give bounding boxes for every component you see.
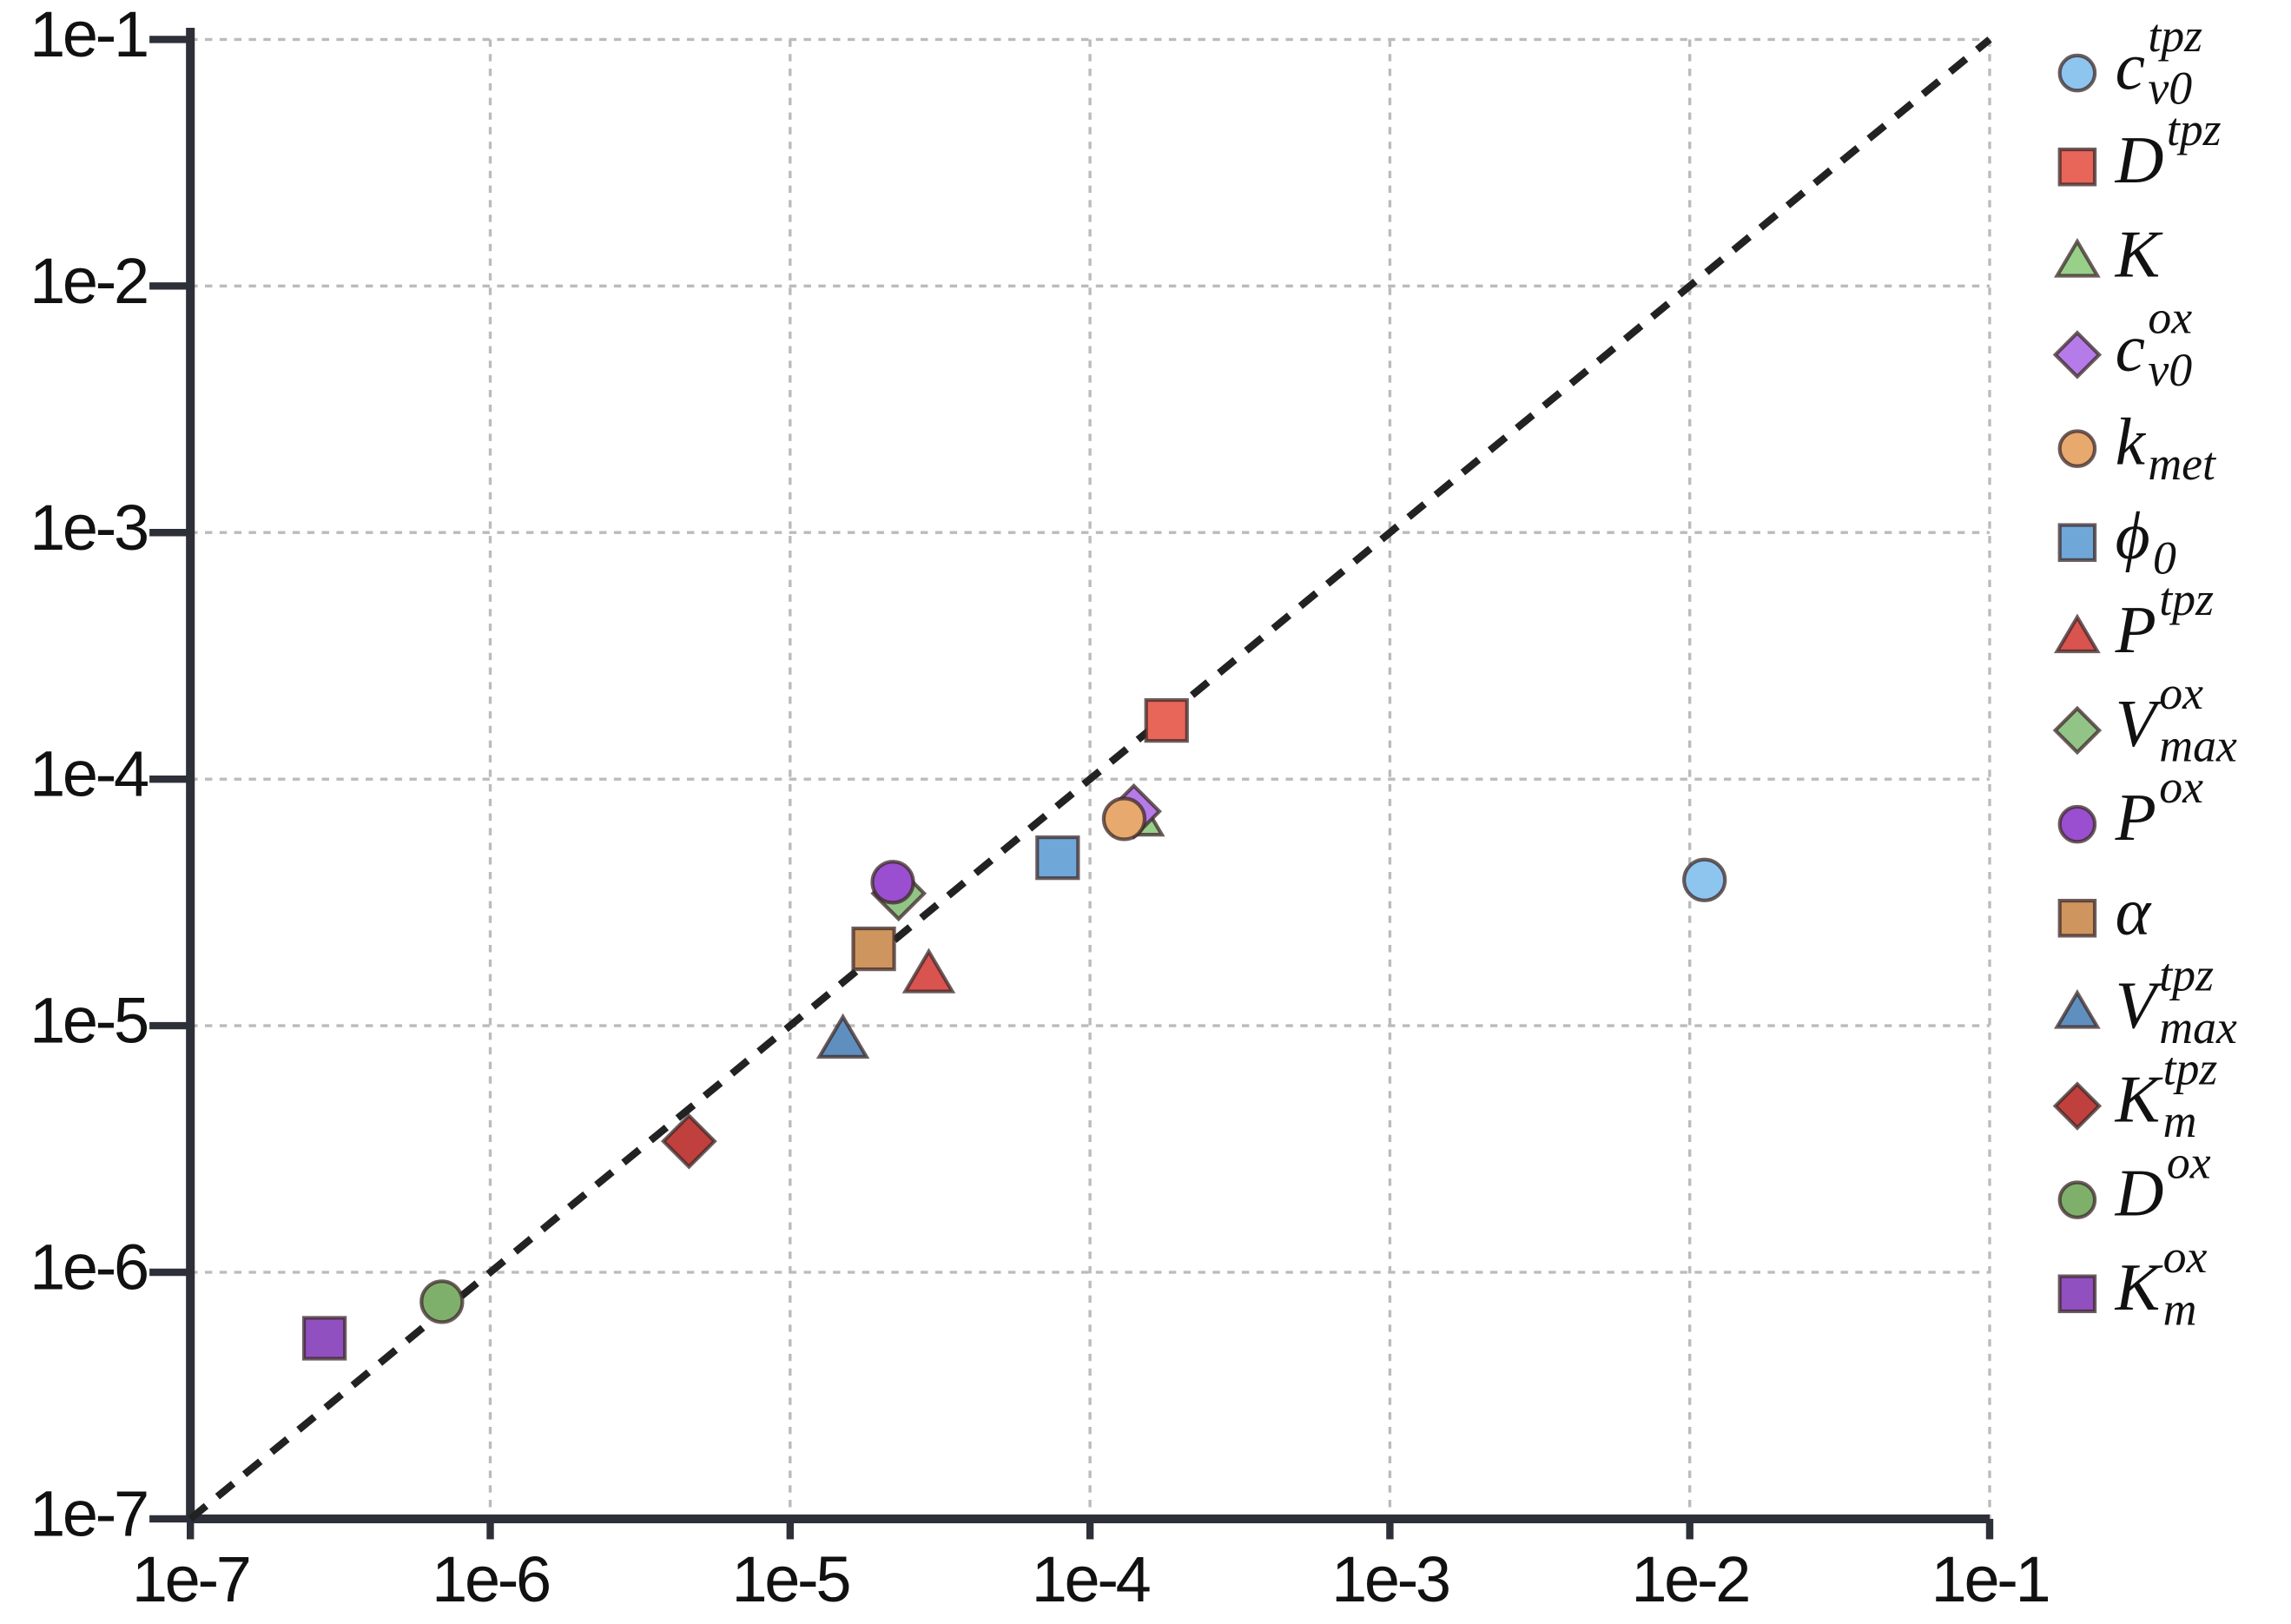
- point: [660, 1112, 717, 1170]
- legend-label: c tpz v0: [2116, 10, 2203, 115]
- y-tick-label: 1e-7: [30, 1477, 147, 1549]
- legend-sub: v0: [2148, 63, 2192, 115]
- legend-marker: [2057, 898, 2097, 938]
- legend-sub: 0: [2153, 532, 2176, 584]
- legend-sup: ox: [2163, 1231, 2208, 1283]
- legend-name: P: [2115, 592, 2156, 667]
- legend-sup: tpz: [2167, 104, 2222, 156]
- legend-name: D: [2115, 122, 2164, 197]
- y-tick-label: 1e-1: [30, 0, 147, 70]
- identity-line: [188, 36, 1992, 1522]
- legend-sup: ox: [2159, 667, 2203, 719]
- x-tick-label: 1e-3: [1331, 1543, 1449, 1615]
- legend-sup: tpz: [2148, 10, 2202, 62]
- legend-marker: [2057, 147, 2097, 187]
- legend-sub: max: [2159, 1001, 2237, 1053]
- legend-name: ϕ: [2116, 498, 2150, 572]
- legend-marker: [2057, 804, 2097, 844]
- legend-name: K: [2115, 216, 2163, 291]
- x-tick-label: 1e-6: [432, 1543, 549, 1615]
- legend-marker: [2057, 53, 2097, 93]
- legend-name: V: [2116, 686, 2163, 761]
- point: [815, 1013, 870, 1059]
- x-tick-label: 1e-7: [132, 1543, 249, 1615]
- y-tick-label: 1e-4: [30, 738, 148, 810]
- legend-sup: tpz: [2159, 949, 2214, 1001]
- legend-label: K: [2115, 216, 2163, 291]
- legend-name: k: [2116, 404, 2147, 479]
- legend-sub: v0: [2148, 344, 2192, 396]
- legend-name: c: [2116, 29, 2145, 103]
- legend-marker: [2052, 330, 2103, 380]
- legend-marker: [2054, 238, 2101, 278]
- legend-label: α: [2116, 874, 2152, 948]
- legend-name: α: [2116, 874, 2152, 948]
- point: [301, 1316, 347, 1361]
- legend-marker: [2052, 705, 2103, 756]
- point: [901, 947, 956, 994]
- legend-label: c ox v0: [2116, 292, 2193, 397]
- legend-name: K: [2115, 1061, 2163, 1136]
- x-tick-label: 1e-4: [1032, 1543, 1150, 1615]
- y-tick-label: 1e-2: [30, 245, 147, 317]
- legend-sup: tpz: [2159, 573, 2214, 625]
- legend-name: K: [2115, 1250, 2163, 1324]
- legend-label: k met: [2116, 404, 2217, 490]
- legend-sup: tpz: [2163, 1043, 2218, 1095]
- legend-marker: [2057, 1180, 2097, 1219]
- legend-marker: [2054, 613, 2101, 654]
- legend-name: D: [2115, 1155, 2164, 1230]
- x-tick-label: 1e-2: [1631, 1543, 1748, 1615]
- point: [1144, 697, 1189, 743]
- legend-marker: [2052, 1081, 2103, 1131]
- legend-marker: [2057, 429, 2097, 468]
- legend-sub: m: [2163, 1284, 2197, 1336]
- point: [419, 1279, 465, 1324]
- y-tick-label: 1e-3: [30, 492, 147, 564]
- legend-sup: ox: [2167, 1137, 2211, 1189]
- legend-sub: m: [2163, 1095, 2197, 1147]
- legend-sup: ox: [2159, 761, 2203, 813]
- legend-sup: ox: [2148, 292, 2192, 344]
- point: [1035, 835, 1080, 881]
- legend-name: P: [2115, 780, 2156, 855]
- point: [870, 860, 915, 905]
- legend-marker: [2054, 989, 2101, 1029]
- legend-marker: [2057, 1274, 2097, 1314]
- x-tick-label: 1e-5: [731, 1543, 849, 1615]
- y-tick-label: 1e-5: [30, 985, 148, 1057]
- y-tick-label: 1e-6: [30, 1231, 147, 1304]
- point: [1101, 796, 1147, 842]
- point: [1682, 857, 1727, 902]
- legend-name: V: [2116, 967, 2163, 1042]
- x-tick-label: 1e-1: [1931, 1543, 2049, 1615]
- legend-sub: met: [2148, 438, 2217, 490]
- legend-sub: max: [2159, 720, 2237, 772]
- legend-marker: [2057, 523, 2097, 563]
- legend-name: c: [2116, 310, 2145, 385]
- point: [851, 926, 896, 972]
